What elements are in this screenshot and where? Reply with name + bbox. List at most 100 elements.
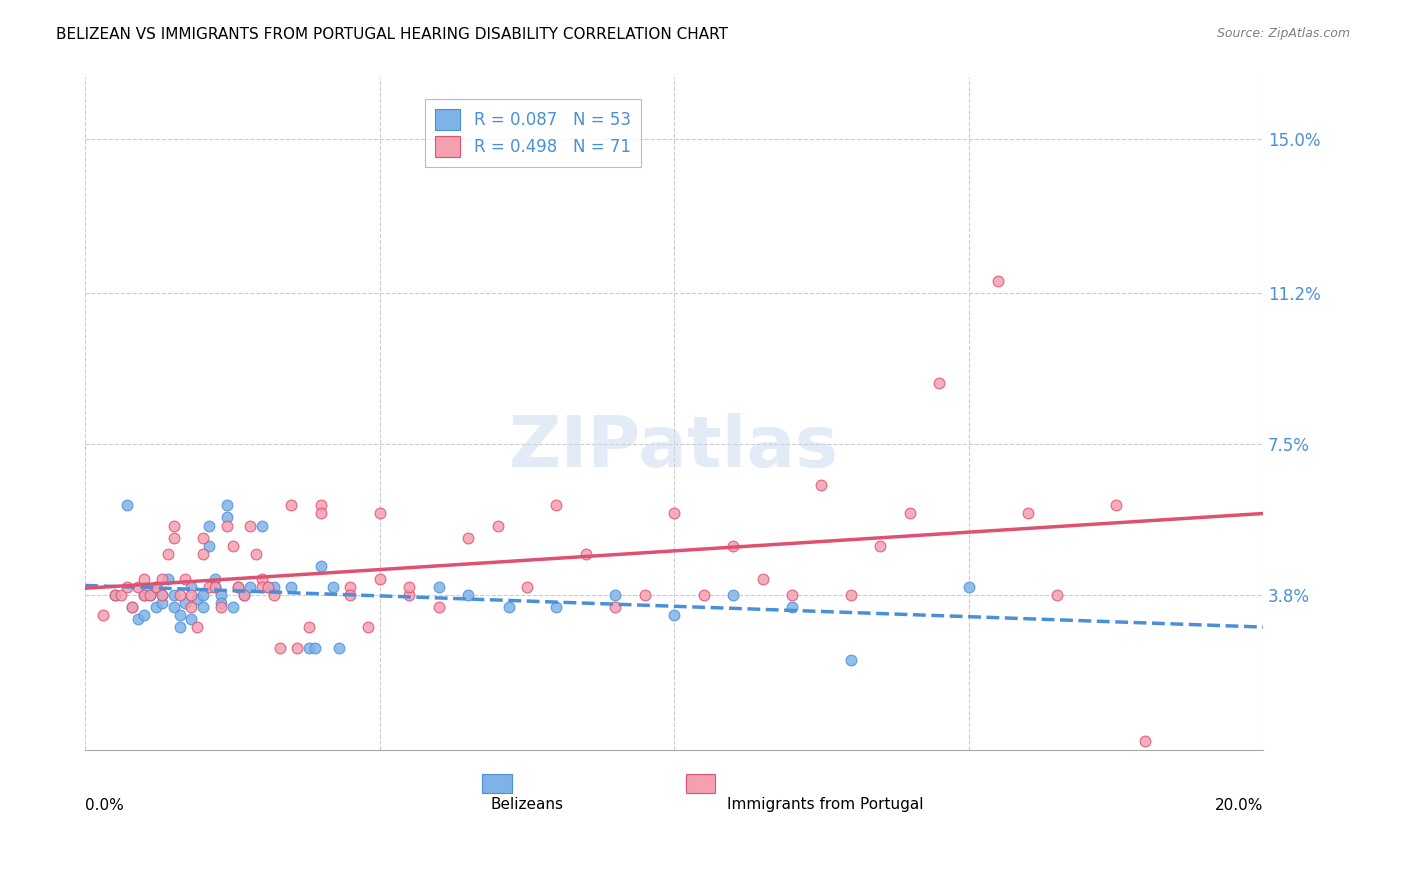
Point <box>180 580 202 594</box>
Point <box>110 588 132 602</box>
Point <box>150 588 173 602</box>
Point <box>162 588 184 602</box>
Point <box>869 539 891 553</box>
Point <box>245 547 267 561</box>
Point <box>280 580 302 594</box>
Point <box>1046 588 1069 602</box>
Point <box>664 506 686 520</box>
Point <box>150 572 173 586</box>
Point <box>204 572 226 586</box>
Point <box>427 600 450 615</box>
Point <box>121 600 143 615</box>
Point <box>156 572 179 586</box>
Point <box>198 580 221 594</box>
Point <box>169 620 191 634</box>
Point <box>233 588 256 602</box>
Point <box>115 580 138 594</box>
Point <box>221 600 243 615</box>
Point <box>263 588 285 602</box>
Point <box>1135 734 1157 748</box>
Point <box>298 620 321 634</box>
Point <box>134 572 156 586</box>
FancyBboxPatch shape <box>482 774 512 793</box>
Point <box>298 640 321 655</box>
Point <box>215 498 238 512</box>
Point <box>174 596 197 610</box>
Point <box>139 588 162 602</box>
Point <box>257 580 280 594</box>
Point <box>309 506 332 520</box>
Point <box>721 588 744 602</box>
Point <box>228 580 250 594</box>
Point <box>169 608 191 623</box>
Point <box>145 580 167 594</box>
Point <box>115 498 138 512</box>
Point <box>309 498 332 512</box>
Point <box>139 588 162 602</box>
Point <box>898 506 921 520</box>
Point <box>339 580 361 594</box>
Point <box>239 518 262 533</box>
Point <box>263 580 285 594</box>
Point <box>204 580 226 594</box>
Point <box>169 588 191 602</box>
Point <box>150 588 173 602</box>
Point <box>368 572 391 586</box>
Point <box>309 559 332 574</box>
Point <box>121 600 143 615</box>
Point <box>839 653 862 667</box>
Point <box>162 518 184 533</box>
Point <box>186 620 208 634</box>
Text: ZIPatlas: ZIPatlas <box>509 413 839 482</box>
Point <box>191 588 214 602</box>
Point <box>198 539 221 553</box>
Point <box>664 608 686 623</box>
Point <box>239 580 262 594</box>
Point <box>180 600 202 615</box>
Legend: R = 0.087   N = 53, R = 0.498   N = 71: R = 0.087 N = 53, R = 0.498 N = 71 <box>425 99 641 167</box>
Point <box>180 612 202 626</box>
Point <box>987 274 1010 288</box>
Point <box>215 510 238 524</box>
Point <box>174 572 197 586</box>
Point <box>191 600 214 615</box>
Point <box>180 588 202 602</box>
Text: Immigrants from Portugal: Immigrants from Portugal <box>727 797 924 812</box>
Point <box>209 588 232 602</box>
Point <box>457 588 479 602</box>
Point <box>250 572 273 586</box>
Point <box>780 588 803 602</box>
Point <box>191 531 214 545</box>
Point <box>516 580 538 594</box>
Point <box>498 600 520 615</box>
Point <box>145 600 167 615</box>
Point <box>398 580 420 594</box>
Point <box>486 518 509 533</box>
Point <box>1105 498 1128 512</box>
Text: BELIZEAN VS IMMIGRANTS FROM PORTUGAL HEARING DISABILITY CORRELATION CHART: BELIZEAN VS IMMIGRANTS FROM PORTUGAL HEA… <box>56 27 728 42</box>
Point <box>839 588 862 602</box>
Point <box>191 547 214 561</box>
Point <box>751 572 773 586</box>
Point <box>605 588 627 602</box>
Point <box>575 547 598 561</box>
Point <box>127 612 149 626</box>
Point <box>457 531 479 545</box>
Point <box>605 600 627 615</box>
Point <box>780 600 803 615</box>
Point <box>127 580 149 594</box>
Point <box>721 539 744 553</box>
Point <box>357 620 380 634</box>
Text: Belizeans: Belizeans <box>491 797 564 812</box>
Text: 0.0%: 0.0% <box>86 798 124 814</box>
Point <box>162 600 184 615</box>
Point <box>221 539 243 553</box>
FancyBboxPatch shape <box>686 774 716 793</box>
Point <box>546 498 568 512</box>
Point <box>209 596 232 610</box>
Point <box>957 580 980 594</box>
Point <box>134 608 156 623</box>
Point <box>145 580 167 594</box>
Point <box>156 547 179 561</box>
Point <box>91 608 114 623</box>
